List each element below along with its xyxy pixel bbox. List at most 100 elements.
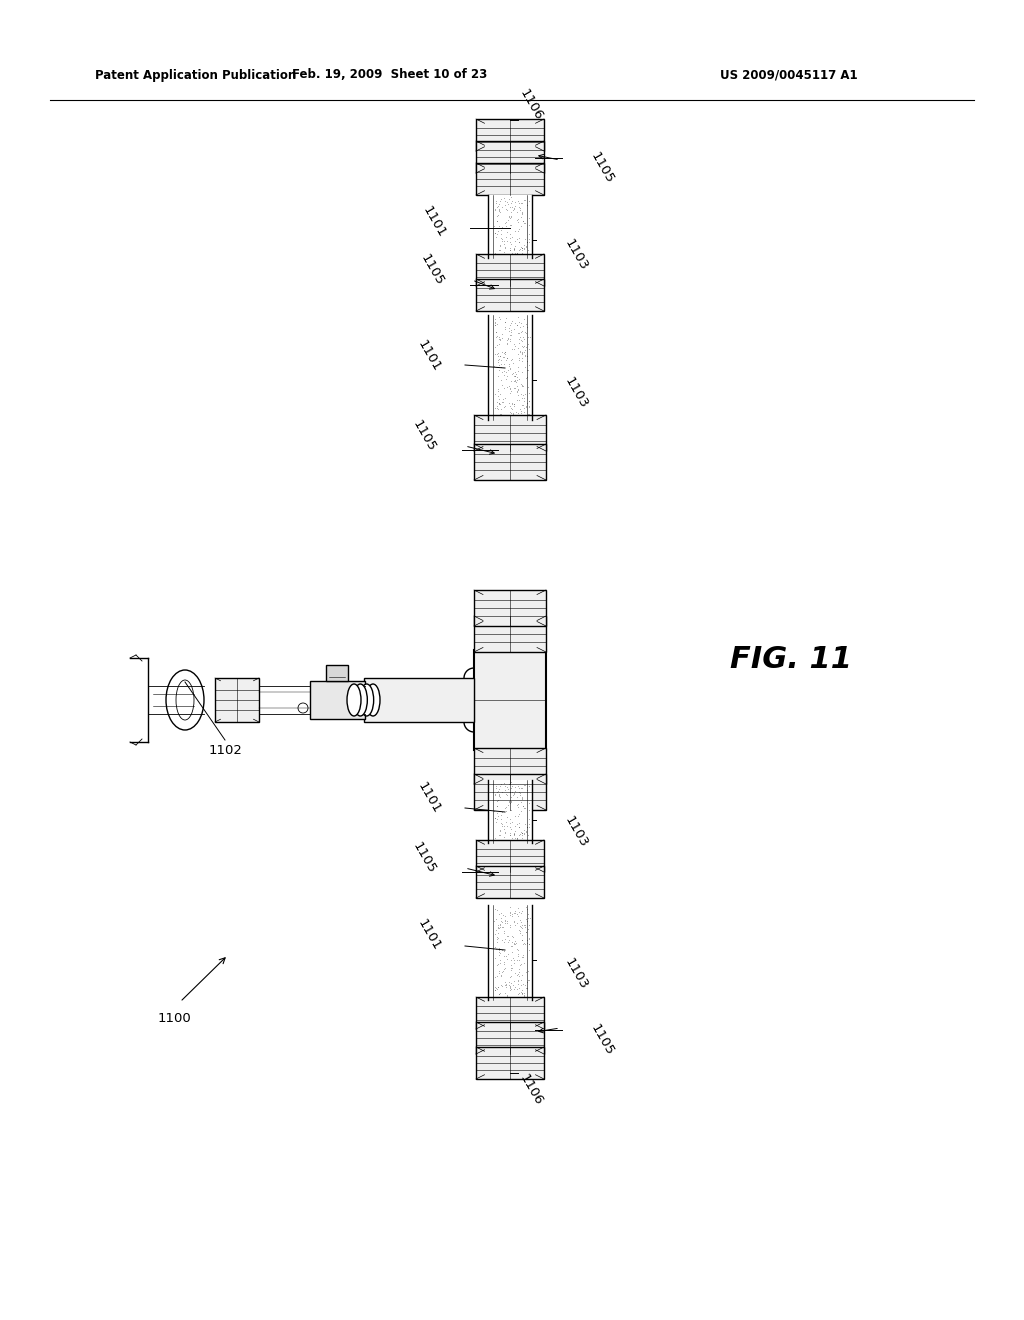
Point <box>513 903 529 924</box>
Point <box>490 945 507 966</box>
Point <box>495 904 511 925</box>
Point <box>503 818 519 840</box>
Point <box>490 825 507 846</box>
Point <box>499 797 515 818</box>
Point <box>514 362 530 383</box>
Point <box>521 326 538 347</box>
Point <box>516 189 532 210</box>
Point <box>487 977 504 998</box>
Bar <box>476 253 544 286</box>
Point <box>489 334 506 355</box>
Point <box>497 945 513 966</box>
Point <box>509 389 525 411</box>
Point <box>493 223 509 244</box>
Point <box>493 808 509 829</box>
Point <box>496 364 512 385</box>
Point <box>508 371 524 392</box>
Bar <box>474 774 546 810</box>
Point <box>513 401 529 422</box>
Point <box>495 327 511 348</box>
Point <box>518 961 535 982</box>
Point <box>518 779 535 800</box>
Point <box>497 821 513 842</box>
Point <box>492 190 508 211</box>
Point <box>487 326 504 347</box>
Point <box>511 350 527 371</box>
Point <box>520 383 537 404</box>
Point <box>507 933 523 954</box>
Point <box>490 392 507 413</box>
Point <box>499 348 515 370</box>
Point <box>509 314 525 335</box>
Point <box>493 908 509 929</box>
Point <box>499 911 515 932</box>
Point <box>513 821 529 842</box>
Point <box>511 322 527 343</box>
Point <box>520 800 537 821</box>
Point <box>511 333 527 354</box>
Point <box>520 207 537 228</box>
Bar <box>215 678 259 722</box>
Point <box>511 197 527 218</box>
Point <box>500 327 516 348</box>
Point <box>494 911 510 932</box>
Point <box>508 242 524 263</box>
Point <box>490 784 507 805</box>
Point <box>514 929 530 950</box>
Point <box>514 343 530 364</box>
Point <box>503 791 519 812</box>
Point <box>518 314 535 335</box>
Bar <box>476 1022 544 1053</box>
Point <box>510 983 526 1005</box>
Point <box>520 928 537 949</box>
Point <box>510 940 526 961</box>
Point <box>500 985 516 1006</box>
Point <box>497 407 513 428</box>
Point <box>487 939 504 960</box>
Point <box>514 375 530 396</box>
Point <box>520 961 537 982</box>
Point <box>514 375 530 396</box>
Point <box>504 338 520 359</box>
Point <box>494 323 510 345</box>
Point <box>507 807 523 828</box>
Point <box>516 342 532 363</box>
Bar <box>474 590 546 626</box>
Point <box>501 791 517 812</box>
Point <box>503 313 519 334</box>
Point <box>514 965 530 986</box>
Point <box>519 359 536 380</box>
Point <box>486 784 503 805</box>
Point <box>506 935 522 956</box>
Point <box>513 777 529 799</box>
Point <box>511 961 527 982</box>
Point <box>520 215 537 236</box>
Text: 1106: 1106 <box>517 87 545 123</box>
Point <box>489 953 506 974</box>
Point <box>501 189 517 210</box>
Point <box>488 932 505 953</box>
Point <box>515 944 531 965</box>
Point <box>519 232 536 253</box>
Point <box>513 330 529 351</box>
Point <box>521 339 538 360</box>
Point <box>514 330 530 351</box>
Point <box>519 240 536 261</box>
Point <box>520 939 537 960</box>
Point <box>507 378 523 399</box>
Point <box>502 978 518 999</box>
Point <box>503 792 519 813</box>
Point <box>502 378 518 399</box>
Point <box>514 924 530 945</box>
Point <box>517 933 534 954</box>
Point <box>490 389 507 411</box>
Point <box>507 191 523 213</box>
Point <box>492 784 508 805</box>
Point <box>515 973 531 994</box>
Point <box>506 932 522 953</box>
Point <box>516 309 532 330</box>
Point <box>497 818 513 840</box>
Point <box>509 912 525 933</box>
Point <box>489 916 506 937</box>
Point <box>505 784 521 805</box>
